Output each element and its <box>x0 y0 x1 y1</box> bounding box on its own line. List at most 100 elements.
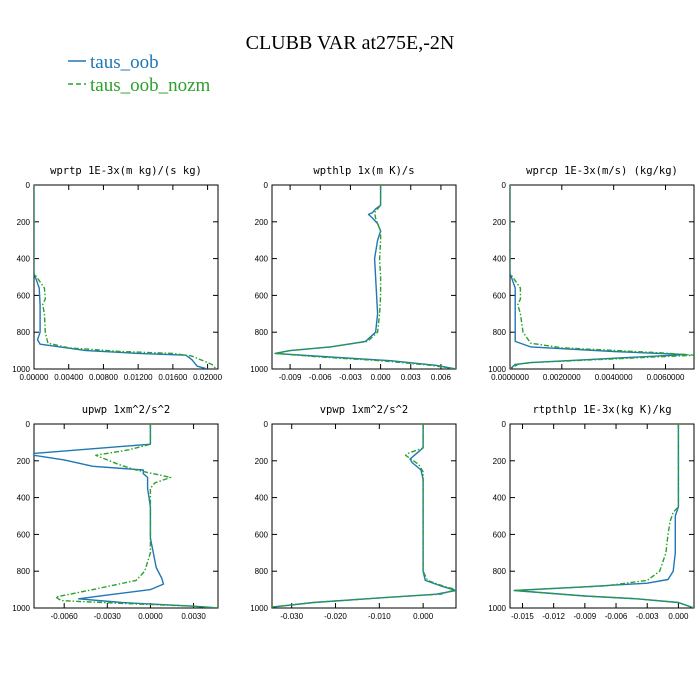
panel-title: wprcp 1E-3x(m/s) (kg/kg) <box>526 165 678 177</box>
y-tick-label: 400 <box>493 494 507 503</box>
y-tick-label: 600 <box>17 530 31 539</box>
y-tick-label: 0 <box>502 420 507 429</box>
series-line-taus-oob <box>510 185 687 369</box>
x-tick-label: 0.0000000 <box>491 373 529 382</box>
panel-5: rtpthlp 1E-3x(kg K)/kg02004006008001000-… <box>488 404 695 621</box>
x-tick-label: 0.0060000 <box>647 373 685 382</box>
y-tick-label: 0 <box>264 420 269 429</box>
series-line-taus-oob <box>34 424 218 608</box>
plot-frame <box>271 423 457 609</box>
legend: taus_oob taus_oob_nozm <box>68 52 211 96</box>
x-tick-label: 0.01600 <box>158 373 187 382</box>
x-tick-label: 0.006 <box>431 373 452 382</box>
y-tick-label: 800 <box>17 328 31 337</box>
series-line-taus-oob-nozm <box>34 185 217 369</box>
x-tick-label: 0.01200 <box>124 373 153 382</box>
series-line-taus-oob-nozm <box>272 424 456 608</box>
y-tick-label: 1000 <box>12 604 30 613</box>
x-tick-label: 0.0030 <box>181 612 206 621</box>
panel-2: wprcp 1E-3x(m/s) (kg/kg) 0 200 400 600 800 100… <box>488 165 695 382</box>
y-tick-label: 600 <box>255 291 269 300</box>
y-tick-label: 200 <box>17 457 31 466</box>
panel-title: wpthlp 1x(m K)/s <box>313 165 414 177</box>
x-tick-label: 0.0020000 <box>543 373 581 382</box>
x-tick-label: -0.0060 <box>51 612 79 621</box>
x-tick-label: 0.003 <box>401 373 422 382</box>
y-tick-label: 400 <box>255 494 269 503</box>
series-line-taus-oob <box>272 424 456 608</box>
plot-frame <box>33 423 219 609</box>
x-tick-label: -0.006 <box>309 373 332 382</box>
x-tick-label: -0.009 <box>574 612 597 621</box>
y-tick-label: 200 <box>493 218 507 227</box>
x-tick-label: -0.0030 <box>94 612 122 621</box>
x-tick-label: 0.000 <box>371 373 392 382</box>
panel-0: wprtp 1E-3x(m kg)/(s kg) 0 200 400 600 800 100… <box>12 165 222 382</box>
series-line-taus-oob-nozm <box>510 185 694 369</box>
x-tick-label: -0.003 <box>636 612 659 621</box>
y-tick-label: 400 <box>17 255 31 264</box>
panel-title: wprtp 1E-3x(m kg)/(s kg) <box>50 165 202 177</box>
y-tick-label: 1000 <box>250 365 268 374</box>
legend-label-taus-oob-nozm: taus_oob_nozm <box>90 75 211 96</box>
series-line-taus-oob-nozm <box>513 424 694 608</box>
x-tick-label: 0.00800 <box>89 373 118 382</box>
y-tick-label: 200 <box>17 218 31 227</box>
x-tick-label: 0.00400 <box>54 373 83 382</box>
y-tick-label: 600 <box>17 291 31 300</box>
series-line-taus-oob <box>34 185 208 369</box>
x-tick-label: 0.00000 <box>20 373 49 382</box>
x-tick-label: -0.015 <box>511 612 534 621</box>
x-tick-label: -0.006 <box>605 612 628 621</box>
panel-1: wpthlp 1x(m K)/s02004006008001000-0.009-… <box>250 165 457 382</box>
y-tick-label: 1000 <box>250 604 268 613</box>
series-line-taus-oob <box>274 185 456 369</box>
y-tick-label: 600 <box>493 530 507 539</box>
panel-title: vpwp 1xm^2/s^2 <box>320 404 409 416</box>
x-tick-label: -0.030 <box>280 612 303 621</box>
y-tick-label: 1000 <box>488 604 506 613</box>
x-tick-label: -0.003 <box>339 373 362 382</box>
plot-frame <box>33 184 219 370</box>
x-tick-label: 0.0000 <box>138 612 163 621</box>
y-tick-label: 200 <box>255 457 269 466</box>
y-tick-label: 0 <box>26 420 31 429</box>
y-tick-label: 0 <box>502 181 507 190</box>
y-tick-label: 600 <box>493 291 507 300</box>
y-tick-label: 400 <box>255 255 269 264</box>
y-tick-label: 800 <box>17 567 31 576</box>
series-line-taus-oob-nozm <box>274 185 456 369</box>
y-tick-label: 800 <box>255 567 269 576</box>
panel-title: upwp 1xm^2/s^2 <box>82 404 171 416</box>
legend-label-taus-oob: taus_oob <box>90 52 159 73</box>
x-tick-label: -0.020 <box>324 612 347 621</box>
panel-3: upwp 1xm^2/s^2 0 200 400 600 800 1000 -0.0060 -0… <box>12 404 219 621</box>
x-tick-label: 0.0040000 <box>595 373 633 382</box>
y-tick-label: 800 <box>255 328 269 337</box>
plot-frame <box>509 423 695 609</box>
x-tick-label: -0.009 <box>279 373 302 382</box>
series-line-taus-oob <box>513 424 694 608</box>
y-tick-label: 0 <box>264 181 269 190</box>
y-tick-label: 400 <box>493 255 507 264</box>
figure-title: CLUBB VAR at275E,-2N <box>246 32 455 54</box>
panel-title: rtpthlp 1E-3x(kg K)/kg <box>532 404 671 416</box>
y-tick-label: 400 <box>17 494 31 503</box>
plot-frame <box>271 184 457 370</box>
y-tick-label: 0 <box>26 181 31 190</box>
y-tick-label: 1000 <box>488 365 506 374</box>
x-tick-label: 0.02000 <box>193 373 222 382</box>
y-tick-label: 1000 <box>12 365 30 374</box>
x-tick-label: -0.010 <box>368 612 391 621</box>
x-tick-label: 0.000 <box>668 612 689 621</box>
panel-4: vpwp 1xm^2/s^2 0 200 400 600 800 1000 -0.030 -0.… <box>250 404 457 621</box>
plot-frame <box>509 184 695 370</box>
x-tick-label: -0.012 <box>542 612 565 621</box>
panels: wprtp 1E-3x(m kg)/(s kg) 0 200 400 600 800 100… <box>12 165 695 621</box>
series-line-taus-oob-nozm <box>54 424 218 608</box>
x-tick-label: 0.000 <box>413 612 434 621</box>
y-tick-label: 200 <box>255 218 269 227</box>
y-tick-label: 200 <box>493 457 507 466</box>
y-tick-label: 800 <box>493 328 507 337</box>
